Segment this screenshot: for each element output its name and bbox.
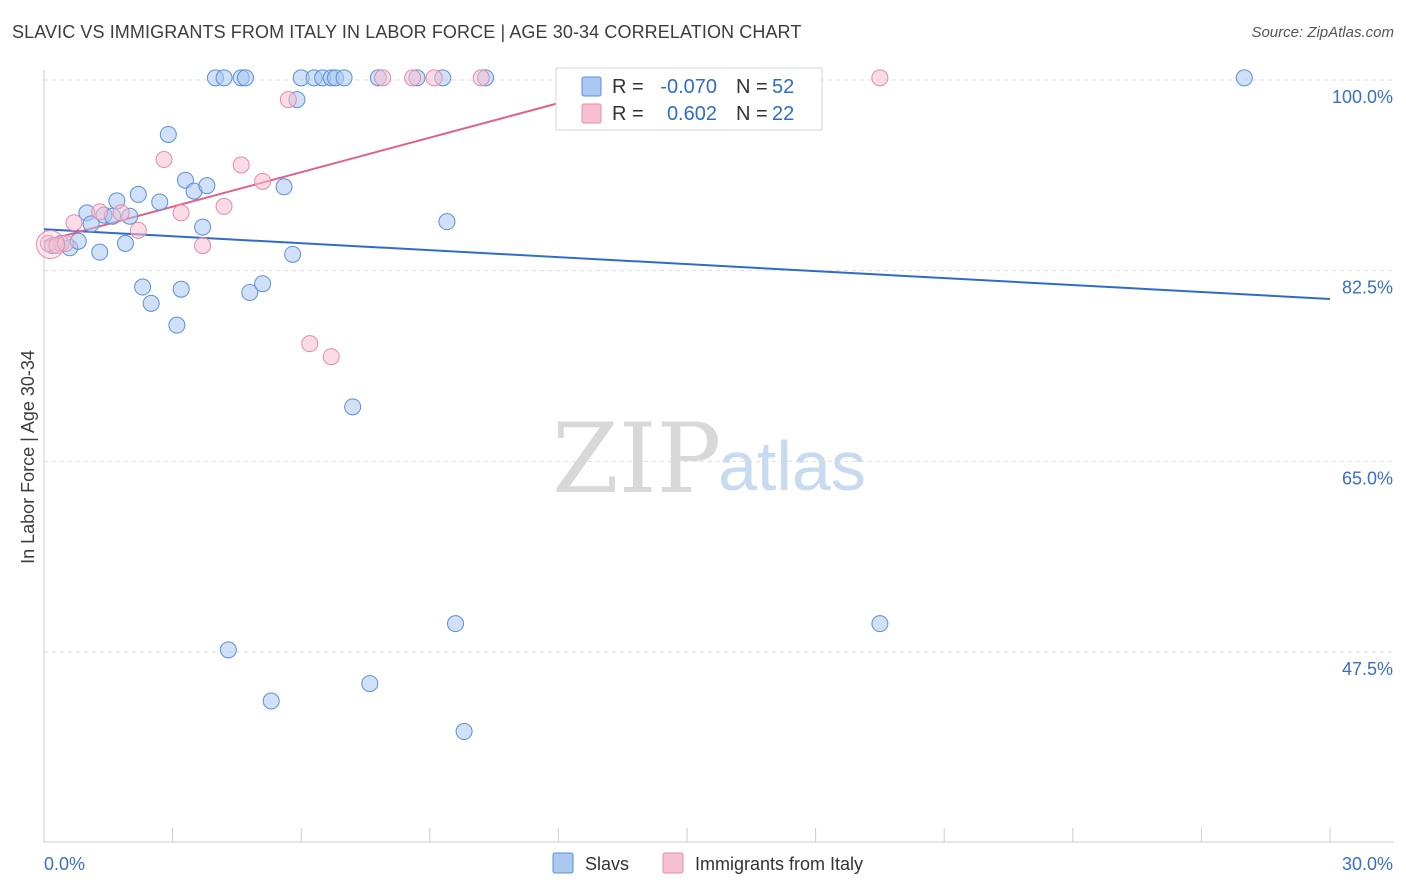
y-tick-label-3: 47.5% bbox=[1342, 659, 1393, 679]
point-slavs-40 bbox=[344, 398, 362, 416]
point-italy-12 bbox=[254, 172, 272, 190]
x-tick-label-1: 30.0% bbox=[1342, 854, 1393, 874]
point-slavs-46 bbox=[447, 615, 465, 633]
trend-line-italy bbox=[43, 76, 653, 243]
point-italy-18 bbox=[425, 69, 443, 87]
point-slavs-45 bbox=[438, 213, 456, 231]
point-italy-11 bbox=[232, 156, 250, 174]
point-slavs-31 bbox=[275, 178, 293, 196]
point-slavs-22 bbox=[198, 177, 216, 195]
stats-r-value-slavs: -0.070 bbox=[660, 76, 717, 98]
point-italy-14 bbox=[301, 335, 319, 353]
point-italy-6 bbox=[129, 221, 147, 239]
point-italy-13 bbox=[279, 91, 297, 109]
y-tick-label-0: 100.0% bbox=[1332, 87, 1393, 107]
point-slavs-25 bbox=[219, 641, 237, 659]
stats-n-label-slavs: N = bbox=[736, 76, 768, 98]
point-slavs-13 bbox=[134, 278, 152, 296]
point-slavs-29 bbox=[254, 275, 272, 293]
point-italy-10 bbox=[215, 197, 233, 215]
point-italy-2 bbox=[56, 234, 74, 252]
point-italy-9 bbox=[194, 237, 212, 255]
point-italy-7 bbox=[155, 151, 173, 169]
stats-r-label-italy: R = bbox=[612, 103, 644, 125]
point-slavs-41 bbox=[361, 675, 379, 693]
point-slavs-27 bbox=[236, 69, 254, 87]
point-slavs-39 bbox=[335, 69, 353, 87]
x-tick-labels: 0.0% 30.0% bbox=[44, 854, 1393, 874]
point-italy-21 bbox=[871, 69, 889, 87]
point-italy-5 bbox=[112, 204, 130, 222]
stats-n-value-slavs: 52 bbox=[772, 76, 794, 98]
legend-swatch-slavs bbox=[552, 852, 574, 874]
y-tick-label-1: 82.5% bbox=[1342, 278, 1393, 298]
legend-label-italy: Immigrants from Italy bbox=[695, 854, 863, 874]
point-slavs-21 bbox=[194, 218, 212, 236]
axes bbox=[43, 70, 1394, 843]
point-slavs-14 bbox=[142, 294, 160, 312]
trend-lines bbox=[43, 76, 1331, 300]
point-slavs-5 bbox=[82, 215, 100, 233]
point-slavs-47 bbox=[455, 723, 473, 741]
point-cluster-origin bbox=[35, 230, 65, 260]
legend: Slavs Immigrants from Italy bbox=[552, 852, 863, 874]
point-italy-4 bbox=[91, 203, 109, 221]
data-points bbox=[35, 69, 1253, 741]
y-tick-label-2: 65.0% bbox=[1342, 468, 1393, 488]
point-italy-8 bbox=[172, 204, 190, 222]
point-slavs-12 bbox=[129, 185, 147, 203]
point-slavs-50 bbox=[871, 615, 889, 633]
point-slavs-15 bbox=[151, 193, 169, 211]
source-credit: Source: ZipAtlas.com bbox=[1251, 24, 1394, 41]
point-italy-15 bbox=[322, 348, 340, 366]
legend-swatch-italy bbox=[662, 852, 684, 874]
watermark-atlas: atlas bbox=[718, 427, 866, 505]
stats-n-value-italy: 22 bbox=[772, 103, 794, 125]
point-italy-16 bbox=[374, 69, 392, 87]
chart-title: SLAVIC VS IMMIGRANTS FROM ITALY IN LABOR… bbox=[12, 22, 802, 42]
point-slavs-16 bbox=[159, 125, 177, 143]
point-slavs-32 bbox=[284, 245, 302, 263]
point-italy-3 bbox=[65, 214, 83, 232]
stats-swatch-slavs bbox=[581, 76, 602, 97]
point-slavs-10 bbox=[116, 234, 134, 252]
point-slavs-18 bbox=[172, 280, 190, 298]
y-axis-label: In Labor Force | Age 30-34 bbox=[18, 350, 38, 564]
stats-n-label-italy: N = bbox=[736, 103, 768, 125]
point-italy-19 bbox=[472, 69, 490, 87]
trend-line-slavs bbox=[43, 228, 1331, 300]
point-slavs-51 bbox=[1235, 69, 1253, 87]
point-slavs-6 bbox=[91, 243, 109, 261]
stats-r-label-slavs: R = bbox=[612, 76, 644, 98]
stats-box: R = -0.070 N = 52 R = 0.602 N = 22 bbox=[555, 67, 823, 131]
y-tick-labels: 100.0% 82.5% 65.0% 47.5% bbox=[1332, 87, 1393, 679]
stats-swatch-italy bbox=[581, 103, 602, 124]
watermark-zip: ZIP bbox=[552, 403, 721, 515]
legend-label-slavs: Slavs bbox=[585, 854, 629, 874]
point-slavs-30 bbox=[262, 692, 280, 710]
point-slavs-24 bbox=[215, 69, 233, 87]
point-slavs-17 bbox=[168, 316, 186, 334]
x-tick-label-0: 0.0% bbox=[44, 854, 85, 874]
watermark: ZIP atlas bbox=[552, 403, 866, 515]
point-slavs-28 bbox=[241, 283, 259, 301]
point-italy-17 bbox=[404, 69, 422, 87]
stats-r-value-italy: 0.602 bbox=[667, 103, 717, 125]
